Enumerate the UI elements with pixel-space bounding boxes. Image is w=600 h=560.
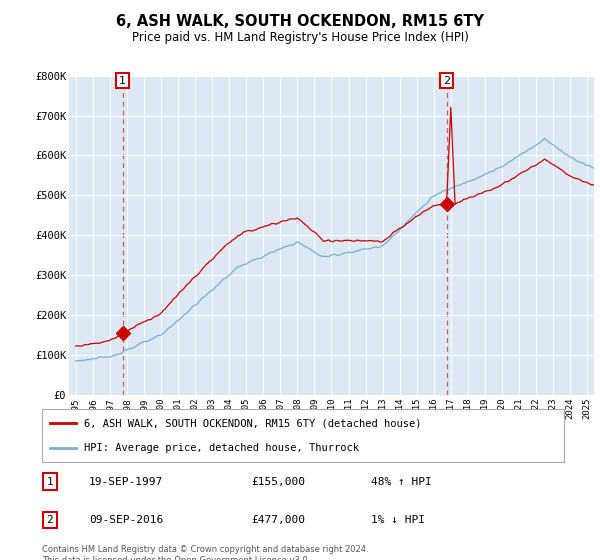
Text: Contains HM Land Registry data © Crown copyright and database right 2024.
This d: Contains HM Land Registry data © Crown c… [42, 545, 368, 560]
Text: £477,000: £477,000 [251, 515, 305, 525]
Text: 2: 2 [443, 76, 450, 86]
Text: 6, ASH WALK, SOUTH OCKENDON, RM15 6TY: 6, ASH WALK, SOUTH OCKENDON, RM15 6TY [116, 14, 484, 29]
Text: 1% ↓ HPI: 1% ↓ HPI [371, 515, 425, 525]
Text: 6, ASH WALK, SOUTH OCKENDON, RM15 6TY (detached house): 6, ASH WALK, SOUTH OCKENDON, RM15 6TY (d… [84, 418, 421, 428]
Text: 09-SEP-2016: 09-SEP-2016 [89, 515, 163, 525]
Text: 19-SEP-1997: 19-SEP-1997 [89, 477, 163, 487]
Text: 1: 1 [46, 477, 53, 487]
Text: Price paid vs. HM Land Registry's House Price Index (HPI): Price paid vs. HM Land Registry's House … [131, 31, 469, 44]
Text: £155,000: £155,000 [251, 477, 305, 487]
Text: 48% ↑ HPI: 48% ↑ HPI [371, 477, 431, 487]
Text: 1: 1 [119, 76, 126, 86]
Text: 2: 2 [46, 515, 53, 525]
Text: HPI: Average price, detached house, Thurrock: HPI: Average price, detached house, Thur… [84, 442, 359, 452]
